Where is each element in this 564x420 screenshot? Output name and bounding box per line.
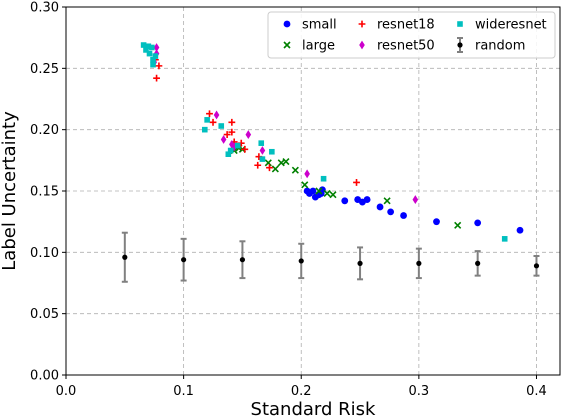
y-tick-label: 0.00	[30, 369, 59, 384]
random-point	[416, 260, 422, 266]
resnet50-point	[412, 195, 419, 204]
legend-random-marker	[457, 42, 463, 48]
wideresnet-point	[201, 126, 208, 133]
x-axis-label: Standard Risk	[251, 399, 376, 420]
wideresnet-point	[140, 42, 147, 48]
y-tick-label: 0.20	[30, 123, 59, 138]
resnet18-point	[153, 74, 160, 82]
resnet18-point	[223, 131, 231, 138]
small-point	[433, 218, 440, 226]
data-points	[122, 42, 540, 269]
resnet18-point	[228, 118, 236, 126]
legend-small-marker	[283, 20, 291, 28]
legend-box	[267, 11, 556, 59]
small-point	[363, 196, 371, 203]
legend: small large resnet18 resnet50 wideresnet rand…	[267, 11, 556, 59]
random-point	[533, 263, 540, 269]
legend-large-label: large	[302, 39, 335, 54]
axis-ticks: 0.0 0.1 0.2 0.3 0.4 0.00 0.05 0.10 0.15 0.20 0.25 0…	[30, 1, 547, 400]
legend-resnet50-marker	[359, 40, 365, 50]
resnet50-point	[245, 130, 252, 139]
wideresnet-point	[218, 123, 225, 129]
wideresnet-point	[234, 142, 241, 149]
x-tick-label: 0.4	[526, 384, 547, 399]
legend-small-label: small	[302, 18, 337, 33]
wideresnet-point	[227, 147, 234, 154]
random-point	[298, 258, 304, 264]
resnet18-point	[254, 161, 262, 169]
wideresnet-point	[145, 43, 152, 50]
legend-resnet18-label: resnet18	[377, 18, 435, 33]
y-axis-label: Label Uncertainty	[0, 111, 20, 271]
resnet18-point	[209, 118, 217, 126]
random-point	[181, 257, 187, 263]
small-point	[376, 203, 384, 211]
resnet50-point	[229, 139, 235, 149]
resnet18-point	[228, 128, 236, 136]
resnet18-point	[155, 62, 163, 70]
random-point	[357, 260, 363, 266]
legend-large-marker	[283, 41, 291, 49]
large-point	[264, 159, 272, 167]
legend-wideresnet-marker	[457, 21, 463, 27]
small-point	[400, 212, 407, 219]
wideresnet-point	[320, 175, 327, 182]
resnet50-point	[153, 43, 160, 52]
x-tick-label: 0.3	[409, 384, 430, 399]
resnet18-point	[353, 179, 360, 186]
wideresnet-point	[259, 156, 266, 162]
wideresnet-point	[258, 140, 265, 146]
large-point	[329, 191, 337, 199]
random-point	[475, 260, 481, 266]
x-tick-label: 0.0	[56, 384, 77, 399]
y-tick-label: 0.10	[30, 246, 59, 261]
resnet18-point	[266, 164, 273, 172]
wideresnet-point	[501, 236, 508, 242]
large-point	[291, 166, 299, 174]
wideresnet-point	[269, 148, 275, 155]
y-tick-label: 0.15	[30, 185, 59, 200]
legend-resnet18-marker	[358, 20, 366, 28]
resnet50-point	[259, 146, 266, 155]
large-point	[454, 221, 462, 229]
small-point	[341, 197, 349, 205]
resnet50-point	[231, 142, 237, 152]
resnet50-point	[220, 135, 227, 144]
x-tick-label: 0.1	[173, 384, 194, 399]
x-tick-label: 0.2	[291, 384, 312, 399]
wideresnet-point	[146, 50, 153, 57]
legend-resnet50-label: resnet50	[377, 39, 435, 54]
small-point	[474, 219, 482, 227]
resnet50-point	[213, 110, 220, 120]
small-point	[387, 208, 395, 216]
wideresnet-point	[225, 151, 232, 157]
large-point	[383, 197, 391, 205]
large-point	[301, 181, 309, 189]
y-tick-label: 0.25	[30, 62, 59, 77]
resnet18-point	[241, 145, 249, 153]
y-tick-label: 0.30	[30, 1, 59, 16]
legend-wideresnet-label: wideresnet	[475, 18, 547, 33]
large-point	[282, 157, 290, 166]
wideresnet-point	[152, 53, 159, 59]
large-point	[271, 165, 279, 173]
large-point	[323, 189, 331, 198]
small-point	[516, 226, 524, 234]
wideresnet-point	[143, 47, 149, 53]
resnet18-point	[206, 110, 213, 118]
wideresnet-point	[150, 56, 156, 63]
wideresnet-point	[149, 44, 155, 51]
legend-random-label: random	[475, 39, 525, 54]
small-point	[309, 187, 317, 195]
random-point	[122, 254, 128, 260]
large-point	[315, 187, 323, 195]
wideresnet-point	[204, 117, 210, 123]
resnet50-point	[304, 169, 310, 179]
y-tick-label: 0.05	[30, 307, 59, 322]
random-point	[239, 257, 246, 263]
wideresnet-point	[150, 61, 156, 68]
